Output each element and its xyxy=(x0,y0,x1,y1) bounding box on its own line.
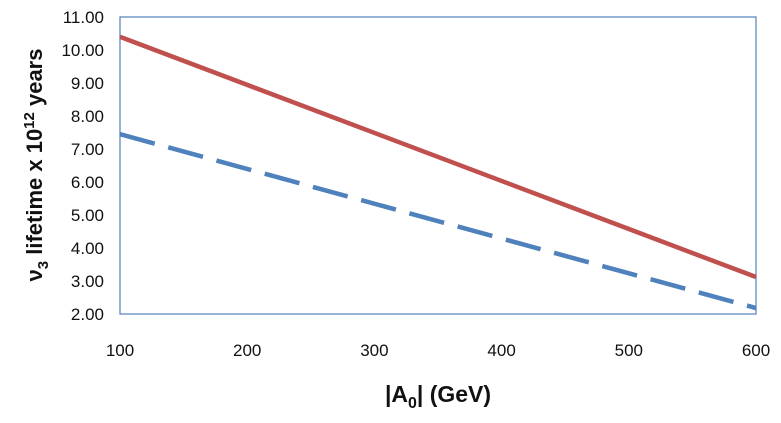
y-axis-title: ν3 lifetime x 1012 years xyxy=(21,49,52,282)
y-tick-label: 9.00 xyxy=(71,74,104,93)
y-tick-label: 4.00 xyxy=(71,239,104,258)
y-axis-title-middle: lifetime x 10 xyxy=(22,129,47,261)
plot-area xyxy=(119,16,757,315)
y-axis-title-nu-subscript: 3 xyxy=(35,261,52,269)
x-tick-label: 600 xyxy=(742,341,770,360)
y-tick-label: 3.00 xyxy=(71,272,104,291)
y-axis-title-superscript: 12 xyxy=(21,112,38,129)
series-layer xyxy=(119,34,757,311)
y-tick-label: 5.00 xyxy=(71,206,104,225)
x-axis-title-suffix: | (GeV) xyxy=(417,381,491,407)
x-tick-label: 200 xyxy=(233,341,261,360)
y-tick-label: 7.00 xyxy=(71,140,104,159)
x-tick-label: 100 xyxy=(106,341,134,360)
series-line-dashed xyxy=(119,131,757,311)
x-axis-title-prefix: |A xyxy=(385,381,408,407)
y-axis-title-end: years xyxy=(22,49,47,113)
x-tick-label: 400 xyxy=(487,341,515,360)
y-axis-title-nu: ν xyxy=(22,269,47,281)
y-tick-label: 10.00 xyxy=(61,41,104,60)
y-tick-label: 2.00 xyxy=(71,305,104,324)
y-axis-ticks: 2.00 3.00 4.00 5.00 6.00 7.00 8.00 9.00 10.00 11.… xyxy=(61,8,104,324)
y-tick-label: 8.00 xyxy=(71,107,104,126)
y-tick-label: 6.00 xyxy=(71,173,104,192)
x-axis-title-subscript: 0 xyxy=(408,395,417,412)
x-tick-label: 300 xyxy=(360,341,388,360)
plot-frame xyxy=(119,16,757,315)
y-tick-label: 11.00 xyxy=(63,8,104,27)
x-tick-label: 500 xyxy=(615,341,643,360)
series-line-solid xyxy=(119,34,757,280)
x-axis-ticks: 100 200 300 400 500 600 xyxy=(106,341,770,360)
x-axis-title: |A0| (GeV) xyxy=(385,381,491,412)
